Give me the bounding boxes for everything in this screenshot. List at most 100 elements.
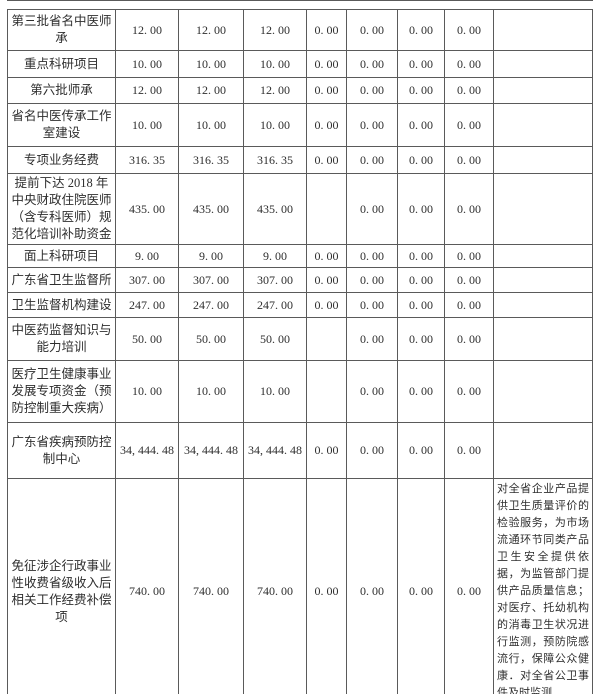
amount-cell: 435. 00 bbox=[243, 173, 307, 245]
amount-cell: 0. 00 bbox=[306, 478, 347, 694]
amount-cell: 0. 00 bbox=[397, 478, 445, 694]
amount-cell: 0. 00 bbox=[444, 422, 494, 479]
amount-cell: 0. 00 bbox=[397, 103, 445, 147]
note-cell bbox=[493, 317, 593, 361]
amount-cell: 0. 00 bbox=[306, 103, 347, 147]
amount-cell: 10. 00 bbox=[178, 103, 244, 147]
note-cell bbox=[493, 292, 593, 318]
amount-cell: 0. 00 bbox=[444, 267, 494, 293]
amount-cell: 0. 00 bbox=[397, 360, 445, 423]
amount-cell: 0. 00 bbox=[444, 478, 494, 694]
amount-cell: 10. 00 bbox=[243, 50, 307, 78]
amount-cell: 0. 00 bbox=[444, 360, 494, 423]
amount-cell: 0. 00 bbox=[306, 244, 347, 268]
amount-cell: 0. 00 bbox=[346, 478, 398, 694]
amount-cell: 740. 00 bbox=[178, 478, 244, 694]
amount-cell: 0. 00 bbox=[346, 422, 398, 479]
table-row: 医疗卫生健康事业发展专项资金（预防控制重大疾病） 10. 00 10. 00 10. … bbox=[7, 360, 593, 423]
amount-cell: 0. 00 bbox=[397, 9, 445, 51]
amount-cell: 0. 00 bbox=[346, 173, 398, 245]
amount-cell: 0. 00 bbox=[346, 9, 398, 51]
amount-cell: 50. 00 bbox=[115, 317, 179, 361]
amount-cell: 0. 00 bbox=[397, 244, 445, 268]
amount-cell: 50. 00 bbox=[178, 317, 244, 361]
amount-cell: 0. 00 bbox=[306, 422, 347, 479]
note-cell bbox=[493, 9, 593, 51]
amount-cell: 435. 00 bbox=[178, 173, 244, 245]
note-cell bbox=[493, 173, 593, 245]
amount-cell: 0. 00 bbox=[346, 292, 398, 318]
row-label-cell: 卫生监督机构建设 bbox=[7, 292, 116, 318]
amount-cell: 0. 00 bbox=[397, 267, 445, 293]
amount-cell: 316. 35 bbox=[243, 146, 307, 174]
amount-cell: 10. 00 bbox=[243, 103, 307, 147]
amount-cell bbox=[306, 360, 347, 423]
table-row: 中医药监督知识与能力培训 50. 00 50. 00 50. 00 0. 00 0. 00… bbox=[7, 317, 593, 361]
amount-cell bbox=[306, 317, 347, 361]
amount-cell: 0. 00 bbox=[346, 77, 398, 104]
amount-cell: 10. 00 bbox=[115, 50, 179, 78]
amount-cell: 0. 00 bbox=[444, 9, 494, 51]
row-label-cell: 中医药监督知识与能力培训 bbox=[7, 317, 116, 361]
amount-cell: 0. 00 bbox=[397, 50, 445, 78]
amount-cell: 0. 00 bbox=[346, 267, 398, 293]
amount-cell: 0. 00 bbox=[444, 317, 494, 361]
table-row: 第三批省名中医师承 12. 00 12. 00 12. 00 0. 00 0. 00 0. … bbox=[7, 9, 593, 51]
row-label-cell: 医疗卫生健康事业发展专项资金（预防控制重大疾病） bbox=[7, 360, 116, 423]
amount-cell: 12. 00 bbox=[243, 77, 307, 104]
budget-table: 第三批省名中医师承 12. 00 12. 00 12. 00 0. 00 0. 00 0. … bbox=[7, 9, 593, 694]
note-cell bbox=[493, 267, 593, 293]
amount-cell: 0. 00 bbox=[346, 317, 398, 361]
amount-cell: 307. 00 bbox=[115, 267, 179, 293]
amount-cell: 435. 00 bbox=[115, 173, 179, 245]
row-label-cell: 免征涉企行政事业性收费省级收入后相关工作经费补偿项 bbox=[7, 478, 116, 694]
amount-cell: 10. 00 bbox=[178, 360, 244, 423]
amount-cell: 0. 00 bbox=[444, 244, 494, 268]
row-label-cell: 专项业务经费 bbox=[7, 146, 116, 174]
row-label-cell: 广东省疾病预防控制中心 bbox=[7, 422, 116, 479]
amount-cell bbox=[306, 173, 347, 245]
amount-cell: 12. 00 bbox=[243, 9, 307, 51]
table-row: 专项业务经费 316. 35 316. 35 316. 35 0. 00 0. 00 0. … bbox=[7, 146, 593, 174]
amount-cell: 247. 00 bbox=[115, 292, 179, 318]
amount-cell: 50. 00 bbox=[243, 317, 307, 361]
amount-cell: 0. 00 bbox=[306, 267, 347, 293]
table-row: 第六批师承 12. 00 12. 00 12. 00 0. 00 0. 00 0. 00 0.… bbox=[7, 77, 593, 104]
table-row: 面上科研项目 9. 00 9. 00 9. 00 0. 00 0. 00 0. 00 0. 0… bbox=[7, 244, 593, 268]
amount-cell: 0. 00 bbox=[444, 103, 494, 147]
note-cell bbox=[493, 146, 593, 174]
row-label-cell: 省名中医传承工作室建设 bbox=[7, 103, 116, 147]
amount-cell: 10. 00 bbox=[178, 50, 244, 78]
amount-cell: 0. 00 bbox=[397, 146, 445, 174]
row-label-cell: 面上科研项目 bbox=[7, 244, 116, 268]
amount-cell: 10. 00 bbox=[243, 360, 307, 423]
amount-cell: 34, 444. 48 bbox=[178, 422, 244, 479]
note-cell bbox=[493, 77, 593, 104]
amount-cell: 316. 35 bbox=[115, 146, 179, 174]
amount-cell: 0. 00 bbox=[444, 292, 494, 318]
amount-cell: 0. 00 bbox=[306, 50, 347, 78]
amount-cell: 10. 00 bbox=[115, 360, 179, 423]
amount-cell: 0. 00 bbox=[306, 77, 347, 104]
amount-cell: 0. 00 bbox=[397, 292, 445, 318]
amount-cell: 0. 00 bbox=[346, 360, 398, 423]
amount-cell: 0. 00 bbox=[346, 146, 398, 174]
row-label-cell: 广东省卫生监督所 bbox=[7, 267, 116, 293]
amount-cell: 307. 00 bbox=[178, 267, 244, 293]
amount-cell: 10. 00 bbox=[115, 103, 179, 147]
amount-cell: 0. 00 bbox=[346, 103, 398, 147]
table-row: 提前下达 2018 年中央财政住院医师（含专科医师）规范化培训补助资金 435. … bbox=[7, 173, 593, 245]
amount-cell: 0. 00 bbox=[444, 173, 494, 245]
amount-cell: 0. 00 bbox=[306, 146, 347, 174]
amount-cell: 12. 00 bbox=[115, 77, 179, 104]
amount-cell: 0. 00 bbox=[346, 50, 398, 78]
note-cell bbox=[493, 360, 593, 423]
note-cell bbox=[493, 244, 593, 268]
amount-cell: 9. 00 bbox=[243, 244, 307, 268]
table-row: 广东省疾病预防控制中心 34, 444. 48 34, 444. 48 34, 444… bbox=[7, 422, 593, 479]
amount-cell: 12. 00 bbox=[115, 9, 179, 51]
table-row: 广东省卫生监督所 307. 00 307. 00 307. 00 0. 00 0. 00 0… bbox=[7, 267, 593, 293]
budget-table-body: 第三批省名中医师承 12. 00 12. 00 12. 00 0. 00 0. 00 0. … bbox=[7, 9, 593, 694]
amount-cell: 34, 444. 48 bbox=[115, 422, 179, 479]
